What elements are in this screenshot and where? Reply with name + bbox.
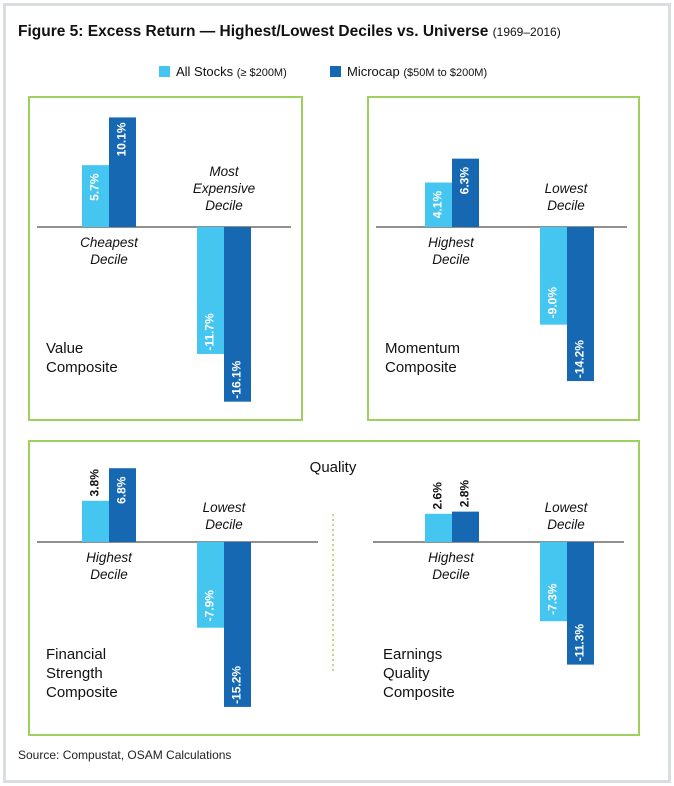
bar-all-stocks: [425, 182, 452, 227]
composite-name: Financial Strength Composite: [46, 646, 118, 701]
bar-all-stocks: [540, 227, 567, 325]
bar-microcap: [109, 468, 136, 542]
data-label-microcap: 10.1%: [115, 122, 129, 156]
chart-title: Figure 5: Excess Return — Highest/Lowest…: [18, 23, 561, 41]
legend-item-microcap: Microcap ($50M to $200M): [330, 64, 487, 79]
category-label: Lowest Decile: [203, 500, 247, 532]
quality-group-label: Quality: [310, 459, 357, 476]
bar-all-stocks: [540, 542, 567, 622]
legend-label-microcap: Microcap: [347, 64, 400, 79]
legend-swatch-all-stocks: [159, 66, 170, 77]
data-label-microcap: 6.8%: [115, 476, 129, 504]
bar-microcap: [109, 117, 136, 227]
data-label-microcap: -15.2%: [230, 666, 244, 704]
composite-name: Earnings Quality Composite: [383, 646, 455, 701]
legend-item-all-stocks: All Stocks (≥ $200M): [159, 64, 287, 79]
bar-microcap: [567, 227, 594, 382]
bar-microcap: [224, 227, 251, 402]
legend-swatch-microcap: [330, 66, 341, 77]
data-label-all-stocks: 3.8%: [88, 469, 102, 497]
composite-name: Momentum Composite: [385, 340, 460, 376]
panel-momentum: [367, 96, 640, 421]
data-label-microcap: -16.1%: [230, 360, 244, 398]
legend-label-all-stocks: All Stocks: [176, 64, 234, 79]
legend-detail-microcap: ($50M to $200M): [403, 67, 488, 79]
panel-value: [28, 96, 303, 421]
category-label: Highest Decile: [428, 550, 475, 582]
bar-all-stocks: [82, 165, 109, 227]
bar-microcap: [452, 158, 479, 227]
category-label: Most Expensive Decile: [193, 164, 255, 213]
category-label: Lowest Decile: [545, 181, 589, 213]
bar-all-stocks: [425, 513, 452, 542]
data-label-all-stocks: -7.9%: [203, 590, 217, 622]
data-label-microcap: -14.2%: [573, 340, 587, 378]
data-label-all-stocks: -7.3%: [546, 583, 560, 615]
legend-detail-all-stocks: (≥ $200M): [236, 67, 287, 79]
panel-quality: [28, 440, 640, 736]
data-label-microcap: 2.8%: [458, 480, 472, 508]
bar-all-stocks: [197, 542, 224, 628]
source-note: Source: Compustat, OSAM Calculations: [18, 748, 232, 762]
bar-all-stocks: [197, 227, 224, 354]
category-label: Highest Decile: [86, 550, 133, 582]
category-label: Highest Decile: [428, 235, 475, 267]
figure-frame: [3, 3, 671, 783]
data-label-all-stocks: 2.6%: [431, 482, 445, 510]
category-label: Cheapest Decile: [80, 235, 139, 267]
chart-title-main: Figure 5: Excess Return — Highest/Lowest…: [18, 23, 489, 40]
chart-title-period: (1969–2016): [492, 25, 561, 39]
data-label-microcap: -11.3%: [573, 624, 587, 662]
category-label: Lowest Decile: [545, 500, 589, 532]
data-label-all-stocks: 4.1%: [431, 191, 445, 219]
bar-microcap: [452, 511, 479, 542]
data-label-all-stocks: 5.7%: [88, 173, 102, 201]
data-label-all-stocks: -9.0%: [546, 287, 560, 319]
bar-all-stocks: [82, 500, 109, 542]
data-label-all-stocks: -11.7%: [203, 313, 217, 351]
data-label-microcap: 6.3%: [458, 167, 472, 195]
bar-microcap: [567, 542, 594, 665]
composite-name: Value Composite: [46, 340, 118, 376]
bar-microcap: [224, 542, 251, 707]
